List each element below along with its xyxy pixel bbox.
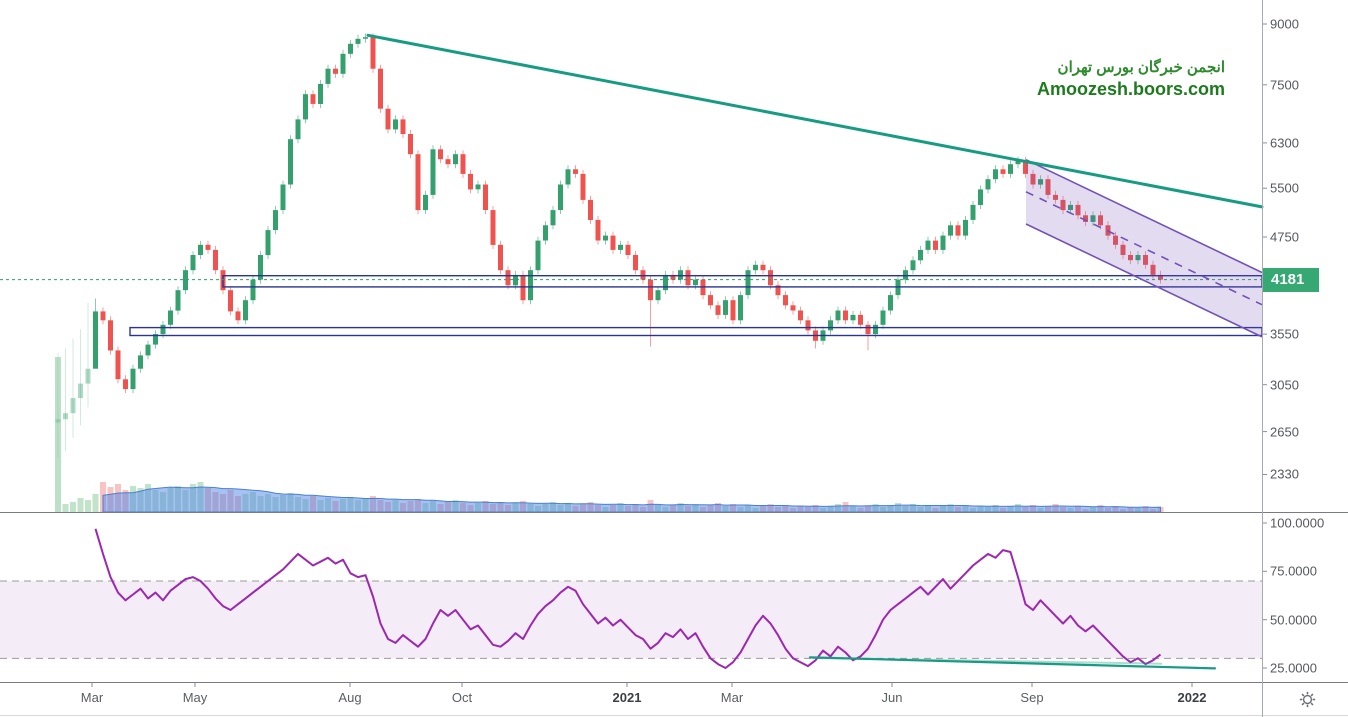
price-axis-label: 2330: [1270, 466, 1299, 482]
pane-separator-main[interactable]: [0, 512, 1348, 513]
price-axis-label: 4750: [1270, 229, 1299, 245]
time-axis-label: 2021: [612, 690, 642, 705]
time-axis-label: Jun: [881, 690, 903, 705]
price-axis-label: 3550: [1270, 326, 1299, 342]
support-zone-box: [129, 326, 1263, 337]
time-axis-label: May: [182, 690, 208, 705]
resistance-zone-box: [222, 275, 1263, 288]
price-axis-label: 2650: [1270, 424, 1299, 440]
rsi-axis-label: 25.0000: [1270, 660, 1317, 676]
price-axis-label: 9000: [1270, 16, 1299, 32]
time-axis-label: 2022: [1177, 690, 1207, 705]
candlestick-series: [55, 33, 1163, 458]
volume-ma-area: [102, 486, 1161, 513]
pane-separator-bottom: [0, 682, 1348, 683]
chart-bottom-border: [0, 715, 1348, 716]
channel-fill: [1026, 159, 1262, 337]
rsi-axis-label: 75.0000: [1270, 563, 1317, 579]
rsi-line: [94, 528, 1162, 669]
price-axis-label: 6300: [1270, 135, 1299, 151]
price-axis-label: 7500: [1270, 77, 1299, 93]
pane-settings-button[interactable]: [1293, 687, 1321, 711]
time-axis-label: Mar: [720, 690, 744, 705]
gear-icon: [1299, 691, 1315, 707]
price-axis-label: 5500: [1270, 180, 1299, 196]
last-price-badge: 4181: [1262, 268, 1319, 292]
time-axis-label: Sep: [1020, 690, 1044, 705]
rsi-axis-label: 100.0000: [1270, 515, 1325, 531]
time-axis-label: Aug: [338, 690, 362, 705]
rsi-trendline: [808, 656, 1217, 670]
downtrend-line: [366, 33, 1264, 209]
price-axis-label: 3050: [1270, 377, 1299, 393]
time-axis-label: Mar: [80, 690, 104, 705]
channel-top-line: [1025, 158, 1263, 274]
price-axis-divider: [1262, 0, 1263, 717]
channel-bottom-line: [1025, 223, 1263, 338]
rsi-axis-label: 50.0000: [1270, 612, 1317, 628]
rsi-band: [0, 581, 1262, 659]
time-axis-label: Oct: [451, 690, 473, 705]
